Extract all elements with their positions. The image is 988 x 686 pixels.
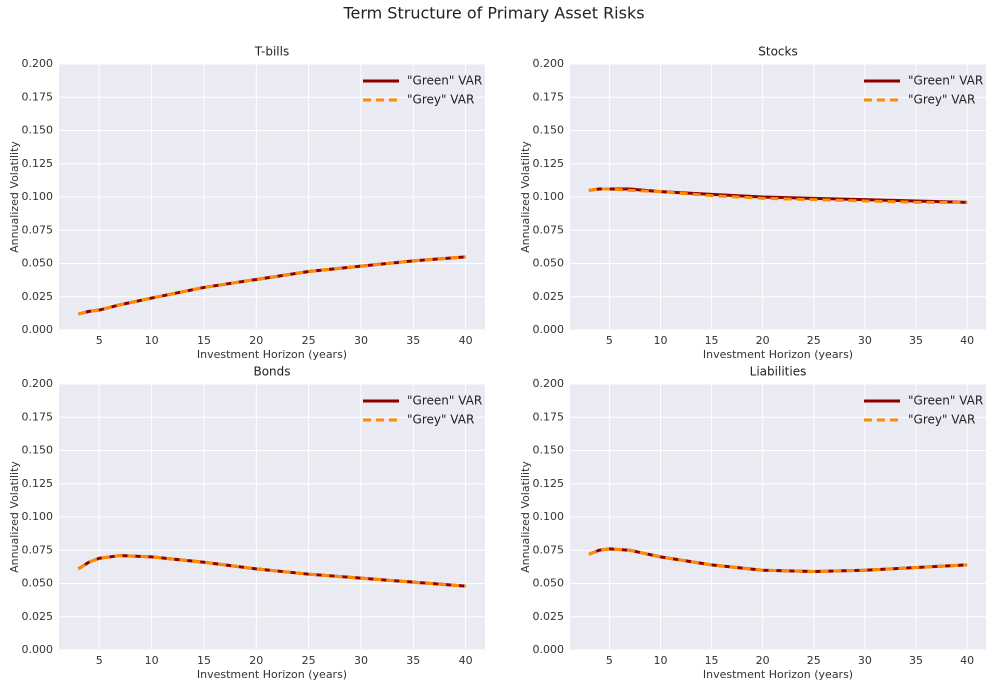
y-tick-label: 0.150	[22, 124, 54, 137]
y-tick-label: 0.075	[22, 223, 54, 236]
y-tick-label: 0.100	[22, 190, 54, 203]
y-tick-label: 0.175	[22, 90, 54, 103]
x-tick-label: 30	[354, 654, 368, 667]
figure-title: Term Structure of Primary Asset Risks	[342, 4, 644, 23]
x-tick-label: 15	[705, 654, 719, 667]
y-tick-label: 0.000	[22, 643, 54, 656]
x-tick-label: 30	[858, 334, 872, 347]
y-tick-label: 0.025	[22, 610, 54, 623]
y-tick-label: 0.075	[533, 543, 565, 556]
x-tick-label: 35	[909, 334, 923, 347]
x-tick-label: 40	[960, 654, 974, 667]
x-axis-label: Investment Horizon (years)	[703, 348, 853, 361]
y-tick-label: 0.125	[22, 157, 54, 170]
y-axis-label: Annualized Volatility	[519, 141, 532, 253]
x-tick-label: 35	[406, 654, 420, 667]
y-tick-label: 0.025	[22, 290, 54, 303]
x-tick-label: 25	[807, 654, 821, 667]
x-tick-label: 5	[96, 334, 103, 347]
y-tick-label: 0.150	[533, 444, 565, 457]
x-tick-label: 30	[858, 654, 872, 667]
subplot-title: Liabilities	[750, 365, 807, 379]
x-tick-label: 25	[302, 654, 316, 667]
x-tick-label: 5	[96, 654, 103, 667]
y-tick-label: 0.000	[533, 323, 565, 336]
y-tick-label: 0.100	[533, 190, 565, 203]
y-tick-label: 0.200	[533, 377, 565, 390]
y-tick-label: 0.200	[22, 377, 54, 390]
y-tick-label: 0.050	[533, 257, 565, 270]
y-tick-label: 0.075	[22, 543, 54, 556]
legend-label: "Grey" VAR	[407, 413, 474, 427]
x-tick-label: 20	[249, 334, 263, 347]
subplot-title: Bonds	[253, 365, 290, 379]
legend-label: "Green" VAR	[908, 394, 983, 408]
legend-label: "Green" VAR	[407, 74, 482, 88]
y-tick-label: 0.200	[22, 57, 54, 70]
x-tick-label: 40	[459, 334, 473, 347]
x-tick-label: 25	[302, 334, 316, 347]
y-tick-label: 0.175	[533, 90, 565, 103]
legend-label: "Grey" VAR	[908, 93, 975, 107]
line-series	[77, 255, 466, 316]
y-tick-label: 0.100	[22, 510, 54, 523]
x-tick-label: 15	[705, 334, 719, 347]
x-tick-label: 5	[606, 654, 613, 667]
y-tick-label: 0.050	[22, 577, 54, 590]
y-tick-label: 0.075	[533, 223, 565, 236]
x-tick-label: 40	[459, 654, 473, 667]
legend-label: "Green" VAR	[407, 394, 482, 408]
y-tick-label: 0.125	[533, 157, 565, 170]
line-series	[588, 547, 968, 574]
y-tick-label: 0.125	[22, 477, 54, 490]
y-axis-label: Annualized Volatility	[8, 461, 21, 573]
subplot-title: Stocks	[758, 45, 797, 59]
y-tick-label: 0.000	[22, 323, 54, 336]
y-tick-label: 0.050	[22, 257, 54, 270]
x-tick-label: 10	[653, 654, 667, 667]
x-tick-label: 20	[756, 654, 770, 667]
y-tick-label: 0.025	[533, 610, 565, 623]
x-tick-label: 10	[145, 334, 159, 347]
y-tick-label: 0.150	[22, 444, 54, 457]
x-tick-label: 15	[197, 334, 211, 347]
y-tick-label: 0.175	[533, 410, 565, 423]
x-tick-label: 30	[354, 334, 368, 347]
x-tick-label: 35	[909, 654, 923, 667]
x-tick-label: 20	[249, 654, 263, 667]
y-axis-label: Annualized Volatility	[519, 461, 532, 573]
y-tick-label: 0.200	[533, 57, 565, 70]
x-tick-label: 35	[406, 334, 420, 347]
legend-label: "Green" VAR	[908, 74, 983, 88]
x-tick-label: 40	[960, 334, 974, 347]
x-tick-label: 20	[756, 334, 770, 347]
legend-label: "Grey" VAR	[908, 413, 975, 427]
legend-label: "Grey" VAR	[407, 93, 474, 107]
x-tick-label: 10	[653, 334, 667, 347]
x-axis-label: Investment Horizon (years)	[703, 668, 853, 681]
x-tick-label: 10	[145, 654, 159, 667]
line-series	[77, 554, 466, 588]
x-axis-label: Investment Horizon (years)	[197, 668, 347, 681]
y-tick-label: 0.050	[533, 577, 565, 590]
x-tick-label: 25	[807, 334, 821, 347]
x-tick-label: 5	[606, 334, 613, 347]
y-tick-label: 0.150	[533, 124, 565, 137]
line-series	[588, 187, 968, 204]
y-tick-label: 0.175	[22, 410, 54, 423]
y-tick-label: 0.000	[533, 643, 565, 656]
y-tick-label: 0.125	[533, 477, 565, 490]
y-axis-label: Annualized Volatility	[8, 141, 21, 253]
subplot-title: T-bills	[254, 45, 289, 59]
y-tick-label: 0.100	[533, 510, 565, 523]
y-tick-label: 0.025	[533, 290, 565, 303]
x-tick-label: 15	[197, 654, 211, 667]
x-axis-label: Investment Horizon (years)	[197, 348, 347, 361]
